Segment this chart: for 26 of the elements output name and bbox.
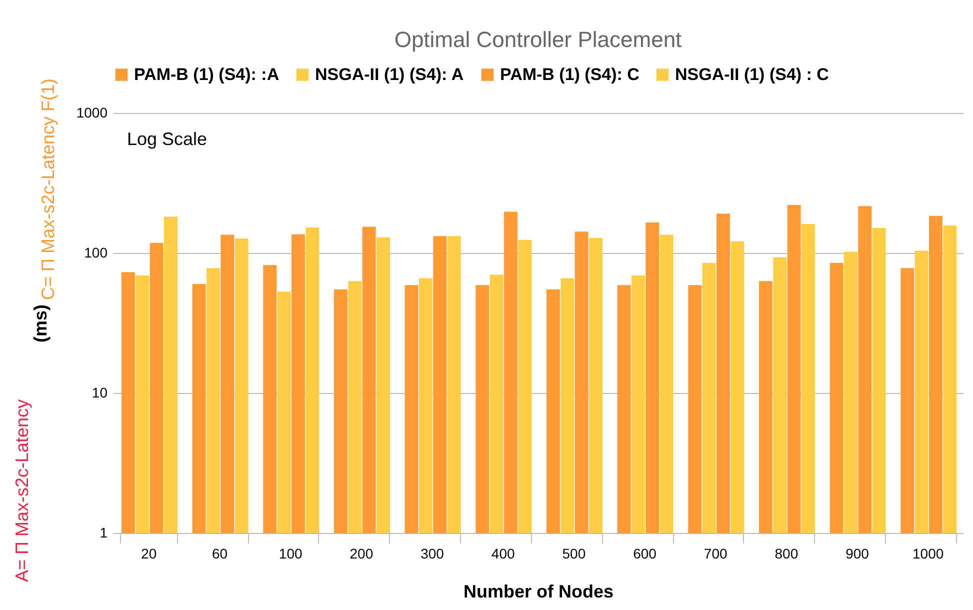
y-tick-label: 10	[92, 384, 108, 400]
legend-label: PAM-B (1) (S4): C	[500, 64, 640, 84]
legend-label: NSGA-II (1) (S4) : C	[675, 64, 829, 84]
legend-label: PAM-B (1) (S4): :A	[134, 64, 280, 84]
x-tick-label: 1000	[912, 546, 944, 562]
x-tick-label: 800	[774, 546, 798, 562]
y-axis-title: (ms)	[30, 304, 50, 343]
x-tick-label: 60	[212, 546, 228, 562]
x-tick-label: 700	[704, 546, 728, 562]
x-tick-label: 100	[278, 546, 302, 562]
x-tick-label: 900	[846, 546, 870, 562]
chart-title: Optimal Controller Placement	[394, 27, 682, 52]
x-tick-label: 600	[633, 546, 657, 562]
x-tick-label: 300	[420, 546, 444, 562]
annotation: Log Scale	[127, 129, 208, 149]
x-tick-label: 200	[350, 546, 374, 562]
x-tick-label: 20	[141, 546, 157, 562]
x-tick-label: 500	[562, 546, 586, 562]
x-axis-title: Number of Nodes	[463, 582, 614, 602]
text: A= Π Max-s2c-Latency	[12, 399, 33, 582]
legend-label: NSGA-II (1) (S4): A	[315, 64, 464, 84]
y-tick-label: 100	[84, 244, 108, 260]
y-tick-label: 1000	[76, 104, 108, 120]
x-tick-label: 400	[491, 546, 515, 562]
y-tick-label: 1	[100, 524, 108, 540]
text: C= Π Max-s2c-Latency F(1)	[38, 78, 59, 300]
